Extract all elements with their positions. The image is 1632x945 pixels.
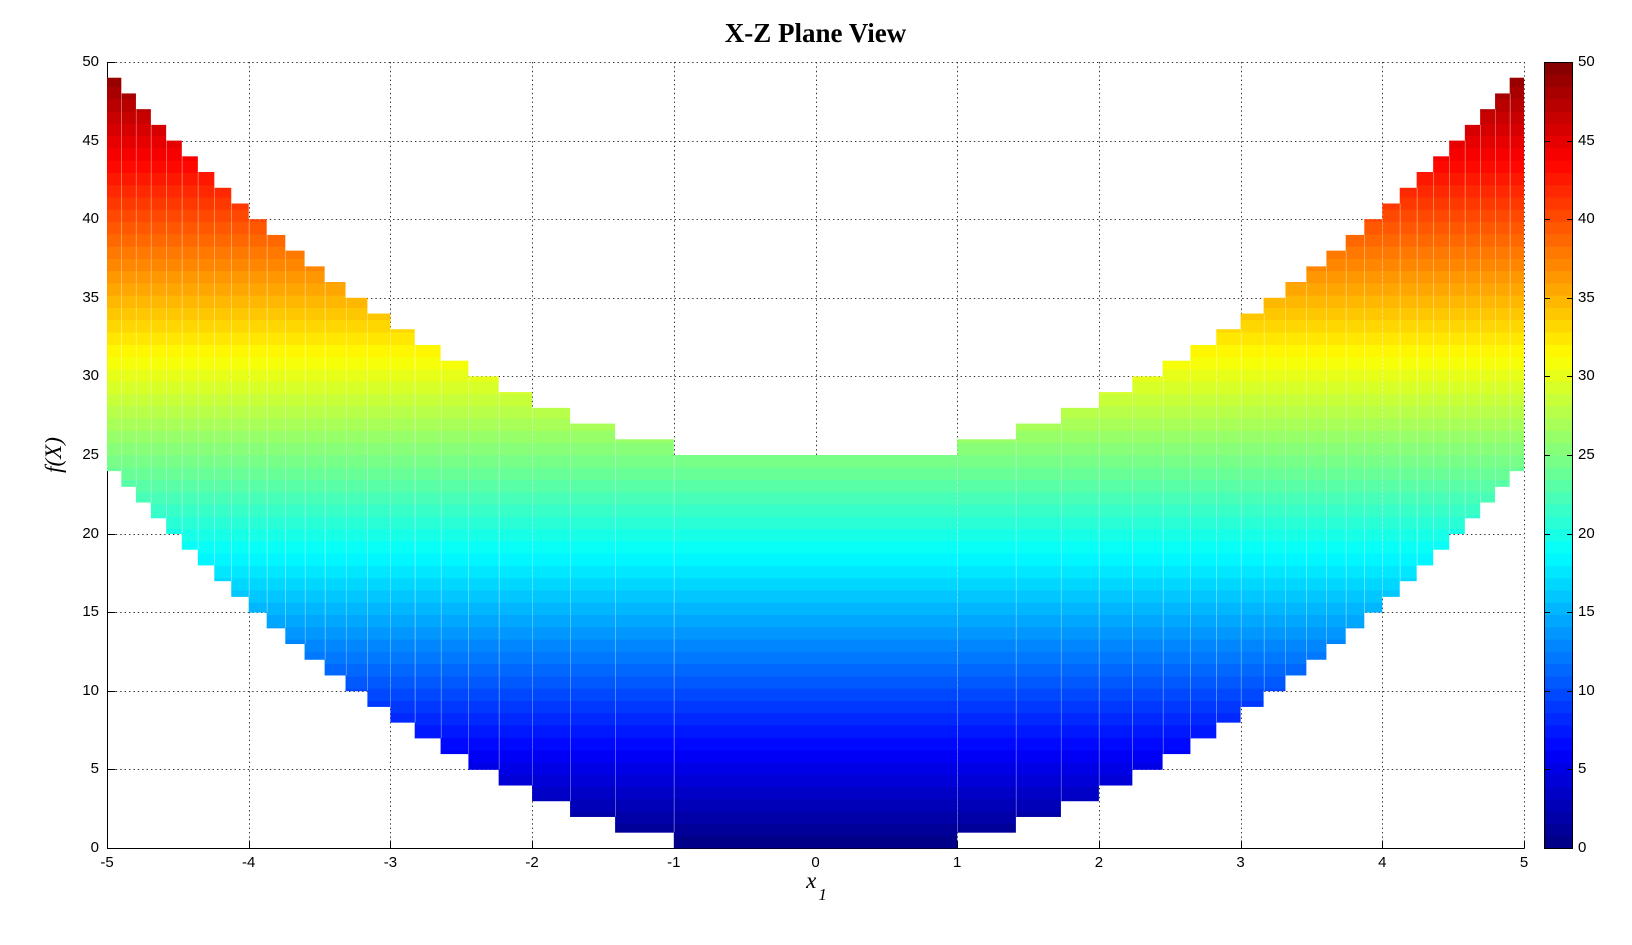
xtick-label: 5	[1519, 854, 1529, 871]
xtick-label: -3	[383, 854, 398, 871]
xtick-label: -5	[100, 854, 114, 871]
cbtick-label: 0	[1578, 839, 1587, 856]
cbtick-label: 35	[1578, 288, 1595, 306]
cbtick-label: 10	[1578, 681, 1595, 699]
ytick-label: 25	[82, 446, 99, 463]
cbtick-label: 40	[1578, 210, 1595, 228]
ytick-label: 30	[82, 367, 99, 385]
cbtick-label: 15	[1578, 603, 1595, 621]
xtick-label: -2	[525, 854, 539, 871]
ytick-label: 50	[82, 53, 99, 70]
cbtick-label: 30	[1578, 367, 1595, 385]
xtick-label: -1	[667, 854, 681, 871]
chart-title: X-Z Plane View	[724, 18, 907, 48]
cbtick-label: 5	[1578, 760, 1587, 778]
ytick-label: 5	[90, 760, 99, 778]
ytick-label: 15	[82, 603, 99, 621]
x-axis-label-base: x	[806, 868, 817, 893]
xtick-label: 4	[1378, 854, 1387, 871]
xtick-label: 0	[811, 854, 820, 871]
ytick-label: 40	[82, 210, 99, 228]
xtick-label: 1	[953, 854, 962, 871]
ytick-label: 20	[82, 524, 99, 542]
xtick-label: 3	[1236, 854, 1245, 871]
cbtick-label: 45	[1578, 131, 1595, 149]
cbtick-label: 50	[1578, 53, 1595, 70]
x-axis-label: x1	[107, 868, 1524, 904]
cbtick-label: 25	[1578, 446, 1595, 463]
cbtick-label: 20	[1578, 524, 1595, 542]
x-axis-label-subscript: 1	[818, 884, 827, 904]
ytick-label: 0	[90, 839, 99, 856]
xtick-label: 2	[1094, 854, 1104, 871]
ytick-label: 35	[82, 288, 99, 306]
xtick-label: -4	[242, 854, 256, 871]
ytick-label: 45	[82, 131, 99, 149]
ytick-label: 10	[82, 681, 99, 699]
